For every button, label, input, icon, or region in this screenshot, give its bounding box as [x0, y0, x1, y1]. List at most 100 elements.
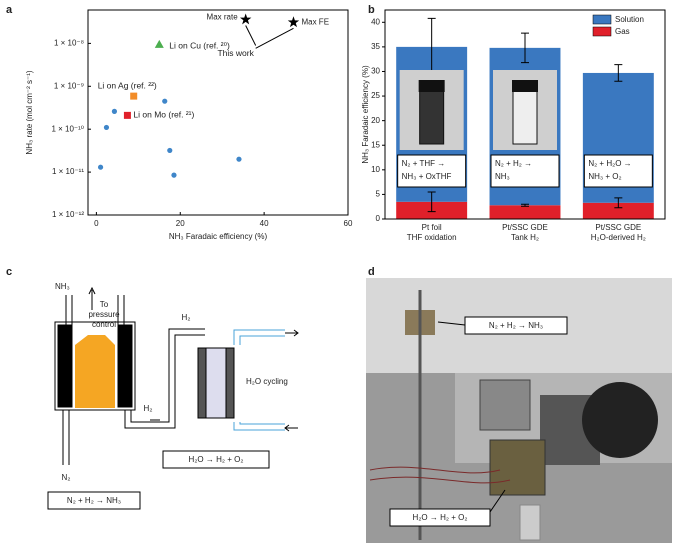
- photo: [366, 278, 672, 543]
- y-tick-label: 30: [371, 67, 380, 76]
- label: H₂: [182, 313, 191, 322]
- panel-label: b: [368, 4, 375, 16]
- label: H₂: [144, 404, 153, 413]
- label: control: [92, 320, 116, 329]
- label: NH₃: [55, 282, 70, 291]
- pointer: [255, 27, 294, 49]
- y-tick-label: 1 × 10⁻⁹: [54, 81, 84, 90]
- panel-label: c: [6, 266, 12, 278]
- inset-box: [490, 154, 560, 188]
- point: [130, 92, 138, 100]
- series-label: This work: [217, 48, 254, 58]
- label: To: [100, 300, 109, 309]
- cell-diagram: [54, 286, 299, 465]
- reaction-box: [47, 491, 141, 510]
- pointer: [489, 489, 506, 513]
- x-tick-label: H₂O-derived H₂: [591, 233, 646, 242]
- vial: [512, 81, 538, 145]
- inset-text: N₂ + THF →: [402, 159, 446, 168]
- reaction-box: [389, 508, 491, 527]
- inset-text: N₂ + H₂O →: [588, 159, 631, 168]
- error-bar: [614, 197, 623, 209]
- y-tick-label: 1 × 10⁻¹⁰: [51, 124, 84, 133]
- point: [171, 172, 177, 178]
- reaction-box: [162, 450, 270, 469]
- point: [97, 164, 104, 170]
- reaction: H₂O → H₂ + O₂: [189, 455, 244, 464]
- series-label: Li on Mo (ref. ²¹): [133, 110, 194, 120]
- inset-text: NH₃ + OxTHF: [402, 172, 452, 181]
- y-tick-label: 5: [376, 190, 381, 199]
- error-whisker: [521, 203, 529, 207]
- reaction: N₂ + H₂ → NH₃: [489, 321, 543, 330]
- x-tick-label: Tank H₂: [511, 233, 539, 242]
- y-tick-label: 25: [371, 91, 380, 100]
- point: [239, 13, 252, 25]
- point: [111, 108, 118, 114]
- pointer: [437, 321, 466, 326]
- series-label: Li on Cu (ref. ²⁰): [169, 41, 230, 51]
- point: [167, 147, 173, 154]
- inset-text: N₂ + H₂ →: [495, 159, 532, 168]
- plot-frame: [384, 9, 666, 220]
- reaction: N₂ + H₂ → NH₃: [67, 496, 121, 505]
- y-tick-label: 1 × 10⁻⁸: [54, 38, 84, 47]
- point-label: Max FE: [301, 17, 329, 26]
- vial-cap: [418, 80, 445, 92]
- plot-frame: [87, 9, 349, 216]
- reaction: H₂O → H₂ + O₂: [413, 513, 468, 522]
- legend-label: Solution: [615, 15, 644, 24]
- x-axis-label: NH₃ Faradaic efficiency (%): [169, 232, 268, 241]
- x-tick-label: Pt/SSC GDE: [595, 223, 641, 232]
- panel-label: a: [6, 4, 13, 16]
- point: [287, 16, 300, 28]
- x-tick-label: THF oxidation: [407, 233, 457, 242]
- x-tick-label: Pt foil: [422, 223, 442, 232]
- inset-text: NH₃ + O₂: [588, 172, 621, 181]
- error-whisker: [614, 64, 623, 82]
- y-tick-label: 10: [371, 165, 380, 174]
- vial: [419, 81, 445, 145]
- y-tick-label: 1 × 10⁻¹²: [52, 210, 84, 219]
- point: [103, 124, 110, 131]
- pointer: [245, 25, 257, 46]
- reaction-box: [464, 316, 568, 335]
- error-bar: [521, 32, 529, 64]
- error-bar: [427, 191, 436, 213]
- error-bar: [521, 203, 529, 207]
- point: [123, 111, 131, 119]
- x-tick-label: 0: [94, 219, 99, 228]
- error-whisker: [614, 197, 623, 209]
- error-whisker: [521, 32, 529, 64]
- point: [236, 156, 242, 162]
- y-tick-label: 0: [376, 214, 381, 223]
- legend-swatch: [592, 14, 612, 25]
- point-label: Max rate: [207, 13, 239, 22]
- x-tick-label: 40: [260, 219, 269, 228]
- label: H₂O cycling: [246, 377, 288, 386]
- label: pressure: [88, 310, 120, 319]
- y-axis-label: NH₃ rate (mol cm⁻² s⁻¹): [25, 70, 34, 154]
- bar-segment: [489, 205, 561, 219]
- y-tick-label: 40: [371, 17, 380, 26]
- inset-text: NH₃: [495, 172, 510, 181]
- bar-segment: [582, 202, 654, 219]
- point: [162, 98, 168, 104]
- inset-box: [583, 154, 653, 188]
- y-tick-label: 1 × 10⁻¹¹: [52, 167, 84, 176]
- error-bar: [614, 64, 623, 82]
- x-tick-label: 20: [176, 219, 185, 228]
- x-tick-label: 60: [344, 219, 353, 228]
- error-whisker: [427, 191, 436, 213]
- inset-box: [397, 154, 467, 188]
- y-axis-label: NH₃ Faradaic efficiency (%): [361, 65, 370, 164]
- y-tick-label: 15: [371, 140, 380, 149]
- vial-cap: [512, 80, 538, 92]
- series-label: Li on Ag (ref. ²²): [98, 80, 157, 90]
- legend-swatch: [592, 26, 612, 37]
- y-tick-label: 20: [371, 116, 380, 125]
- y-tick-label: 35: [371, 42, 380, 51]
- point: [154, 39, 164, 48]
- x-tick-label: Pt/SSC GDE: [502, 223, 548, 232]
